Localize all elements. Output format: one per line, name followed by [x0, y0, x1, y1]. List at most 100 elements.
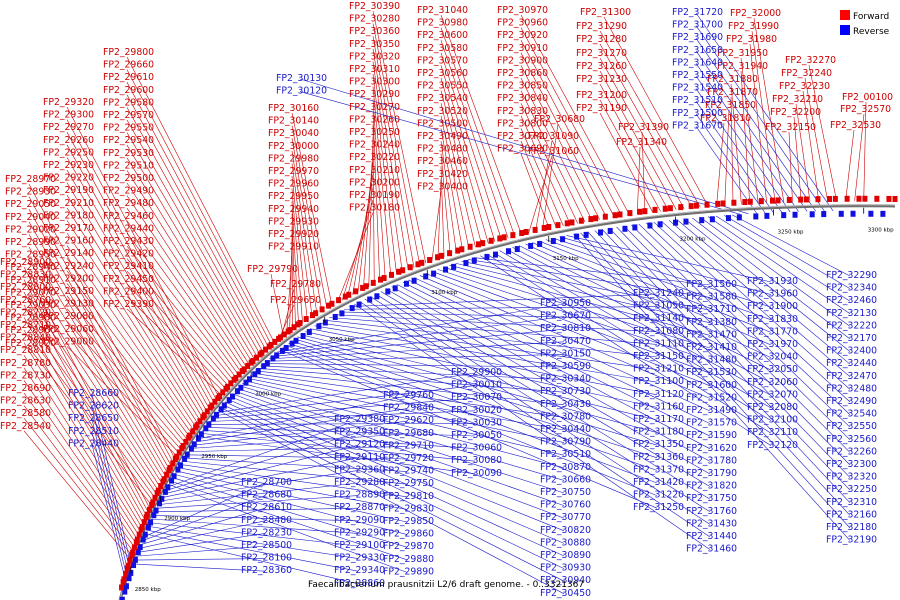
forward-gene: [176, 449, 182, 456]
gene-label: FP2_29380: [334, 414, 385, 425]
callout-line: [252, 372, 565, 418]
callout-line: [66, 169, 208, 413]
callout-line: [339, 311, 658, 320]
callout-line: [66, 220, 199, 426]
gene-label: FP2_31230: [576, 74, 627, 85]
forward-gene: [747, 198, 753, 205]
callout-line: [532, 242, 772, 346]
gene-label: FP2_31690: [672, 32, 723, 43]
gene-label: FP2_32310: [826, 497, 877, 508]
forward-gene: [612, 212, 618, 219]
callout-line: [91, 444, 127, 584]
reverse-gene: [159, 495, 165, 502]
gene-label: FP2_29170: [43, 223, 94, 234]
reverse-gene: [300, 333, 306, 340]
forward-gene: [228, 380, 234, 387]
gene-label: FP2_30780: [540, 411, 591, 422]
callout-line: [294, 338, 658, 446]
callout-line: [520, 65, 600, 220]
gene-label: FP2_29830: [383, 503, 434, 514]
forward-gene: [874, 195, 880, 202]
forward-gene: [377, 276, 383, 283]
reverse-gene: [142, 531, 148, 538]
gene-label: FP2_28920: [5, 338, 56, 349]
callout-line: [66, 157, 211, 410]
gene-arrows: [119, 195, 898, 600]
forward-gene: [578, 217, 584, 224]
gene-label: FP2_30390: [349, 1, 400, 12]
gene-label: FP2_31670: [672, 120, 723, 131]
callout-line: [566, 235, 772, 283]
gene-label: FP2_29180: [43, 210, 94, 221]
forward-gene: [803, 196, 809, 203]
callout-line: [474, 257, 711, 286]
gene-label: FP2_29040: [5, 212, 56, 223]
gene-label: FP2_30730: [540, 386, 591, 397]
callout-line: [208, 410, 476, 422]
gene-label: FP2_32300: [826, 459, 877, 470]
reverse-gene: [537, 240, 543, 247]
gene-label: FP2_30000: [268, 141, 319, 152]
gene-label: FP2_29060: [43, 324, 94, 335]
forward-gene: [439, 252, 445, 259]
reverse-gene: [246, 376, 252, 383]
reverse-gene: [289, 340, 295, 347]
callout-line: [480, 255, 772, 447]
callout-line: [126, 182, 248, 369]
forward-gene: [720, 200, 726, 207]
gene-label: FP2_29320: [43, 97, 94, 108]
reverse-gene: [135, 549, 141, 556]
gene-label: FP2_32190: [826, 535, 877, 546]
forward-gene: [172, 455, 178, 462]
gene-label: FP2_28980: [5, 313, 56, 324]
gene-label: FP2_31280: [576, 34, 627, 45]
callout-line: [239, 385, 565, 481]
forward-gene: [704, 201, 710, 208]
genome-caption: Faecalibacterium prausnitzii L2/6 draft …: [308, 580, 584, 590]
gene-label: FP2_28960: [5, 325, 56, 336]
gene-label: FP2_29920: [268, 229, 319, 240]
gene-label: FP2_32110: [747, 427, 798, 438]
reverse-gene: [226, 397, 232, 404]
reverse-gene: [316, 323, 322, 330]
forward-gene: [190, 428, 196, 435]
gene-label: FP2_29790: [247, 264, 298, 275]
reverse-gene: [463, 260, 469, 267]
gene-label: FP2_29650: [270, 295, 321, 306]
gene-label: FP2_32050: [747, 364, 798, 375]
gene-label: FP2_29240: [43, 261, 94, 272]
gene-label: FP2_29720: [383, 453, 434, 464]
callout-line: [309, 328, 658, 396]
callout-line: [270, 273, 284, 337]
callout-line: [440, 40, 509, 239]
callout-line: [291, 112, 333, 306]
callout-line: [440, 103, 476, 248]
gene-label: FP2_30540: [417, 93, 468, 104]
reverse-gene: [607, 227, 613, 234]
reverse-gene: [198, 431, 204, 438]
forward-gene: [204, 408, 210, 415]
forward-gene: [381, 275, 387, 282]
gene-label: FP2_31500: [672, 108, 723, 119]
legend-reverse-label: Reverse: [853, 27, 890, 37]
gene-label: FP2_32270: [785, 55, 836, 66]
callout-line: [28, 234, 169, 475]
forward-gene: [447, 250, 453, 257]
callout-line: [297, 336, 658, 433]
forward-gene: [313, 310, 319, 317]
forward-gene: [832, 195, 838, 202]
forward-gene: [346, 291, 352, 298]
callout-line: [695, 126, 757, 214]
gene-label: FP2_29400: [103, 286, 154, 297]
gene-label: FP2_29390: [103, 299, 154, 310]
callout-line: [716, 122, 725, 206]
forward-gene: [435, 254, 441, 261]
gene-label: FP2_30130: [276, 73, 327, 84]
gene-label: FP2_32490: [826, 396, 877, 407]
callout-line: [599, 99, 661, 212]
gene-label: FP2_32470: [826, 371, 877, 382]
reverse-gene: [131, 562, 137, 569]
callout-line: [552, 237, 772, 308]
forward-gene: [215, 394, 221, 401]
reverse-gene: [203, 425, 209, 432]
